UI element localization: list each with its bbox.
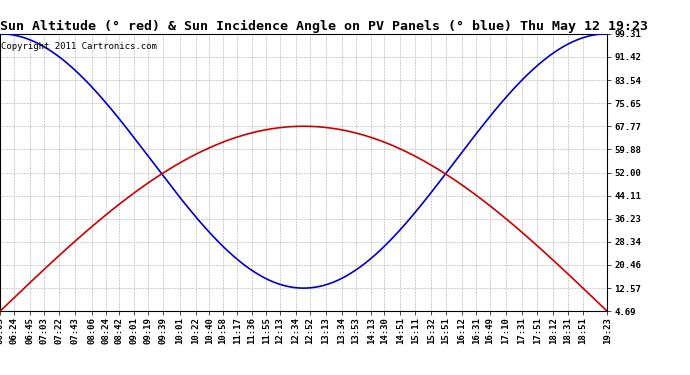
Text: Copyright 2011 Cartronics.com: Copyright 2011 Cartronics.com [1,42,157,51]
Text: Sun Altitude (° red) & Sun Incidence Angle on PV Panels (° blue) Thu May 12 19:2: Sun Altitude (° red) & Sun Incidence Ang… [0,20,648,33]
